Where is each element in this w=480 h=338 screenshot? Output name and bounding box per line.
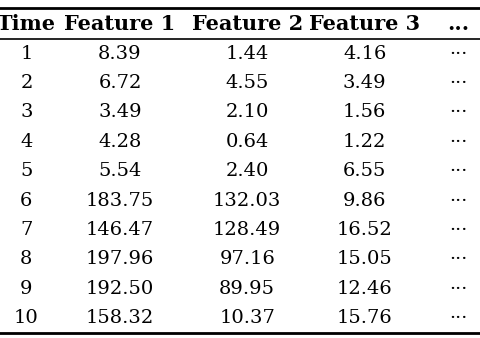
Text: 192.50: 192.50 [86,280,154,298]
Text: 89.95: 89.95 [219,280,275,298]
Text: ···: ··· [449,280,468,298]
Text: 1: 1 [20,45,33,63]
Text: ···: ··· [449,74,468,92]
Text: 1.22: 1.22 [343,133,386,151]
Text: 6.72: 6.72 [98,74,142,92]
Text: ···: ··· [449,221,468,239]
Text: 2.10: 2.10 [226,103,269,121]
Text: 10.37: 10.37 [219,309,275,327]
Text: 0.64: 0.64 [226,133,269,151]
Text: 4: 4 [20,133,33,151]
Text: 6: 6 [20,192,33,210]
Text: 15.76: 15.76 [337,309,393,327]
Text: 8: 8 [20,250,33,268]
Text: 5: 5 [20,162,33,180]
Text: Feature 1: Feature 1 [64,14,176,34]
Text: ···: ··· [449,133,468,151]
Text: ···: ··· [449,45,468,63]
Text: 2.40: 2.40 [226,162,269,180]
Text: ···: ··· [449,250,468,268]
Text: 1.56: 1.56 [343,103,386,121]
Text: ...: ... [447,14,469,34]
Text: ···: ··· [449,309,468,327]
Text: 15.05: 15.05 [337,250,393,268]
Text: 9.86: 9.86 [343,192,386,210]
Text: 10: 10 [14,309,39,327]
Text: Feature 2: Feature 2 [192,14,303,34]
Text: ···: ··· [449,162,468,180]
Text: ···: ··· [449,103,468,121]
Text: 3.49: 3.49 [343,74,386,92]
Text: 4.28: 4.28 [98,133,142,151]
Text: 4.16: 4.16 [343,45,386,63]
Text: 12.46: 12.46 [337,280,393,298]
Text: 97.16: 97.16 [219,250,275,268]
Text: 9: 9 [20,280,33,298]
Text: 132.03: 132.03 [213,192,281,210]
Text: 7: 7 [20,221,33,239]
Text: 146.47: 146.47 [86,221,154,239]
Text: 183.75: 183.75 [86,192,154,210]
Text: Time: Time [0,14,56,34]
Text: 1.44: 1.44 [226,45,269,63]
Text: 3.49: 3.49 [98,103,142,121]
Text: 16.52: 16.52 [337,221,393,239]
Text: 8.39: 8.39 [98,45,142,63]
Text: 5.54: 5.54 [98,162,142,180]
Text: 158.32: 158.32 [86,309,154,327]
Text: 4.55: 4.55 [226,74,269,92]
Text: Feature 3: Feature 3 [309,14,420,34]
Text: 197.96: 197.96 [86,250,154,268]
Text: 6.55: 6.55 [343,162,386,180]
Text: 3: 3 [20,103,33,121]
Text: ···: ··· [449,192,468,210]
Text: 2: 2 [20,74,33,92]
Text: 128.49: 128.49 [213,221,281,239]
